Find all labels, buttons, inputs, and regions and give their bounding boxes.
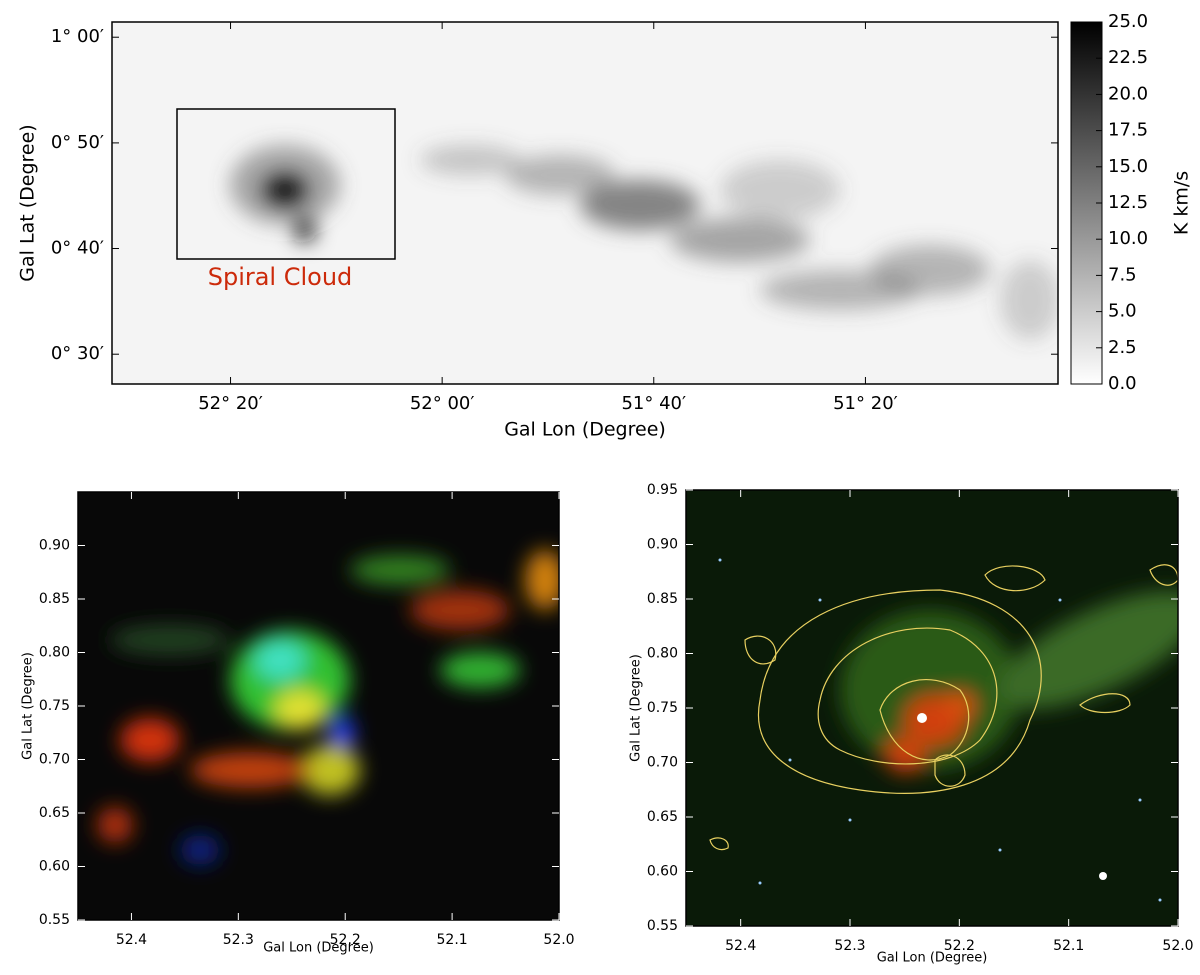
y-axis-label: Gal Lat (Degree)	[21, 652, 36, 760]
colorbar-tick-label: 2.5	[1108, 337, 1137, 358]
rgb-image	[78, 492, 559, 920]
colorbar-label: K km/s	[1171, 171, 1193, 235]
y-tick-label: 1° 00′	[51, 26, 104, 47]
y-tick-label: 0.90	[39, 538, 70, 554]
colorbar-tick-label: 17.5	[1108, 120, 1148, 141]
y-tick-label: 0.80	[39, 645, 70, 661]
x-tick-label: 51° 40′	[621, 393, 686, 414]
colorbar-tick-label: 10.0	[1108, 228, 1148, 249]
y-axis-label: Gal Lat (Degree)	[17, 124, 39, 281]
x-tick-label: 52.4	[116, 932, 147, 948]
x-tick-label: 52° 00′	[410, 393, 475, 414]
x-tick-label: 52.2	[944, 938, 975, 954]
x-axis-label: Gal Lon (Degree)	[263, 941, 374, 956]
y-tick-label: 0.90	[647, 537, 678, 553]
y-tick-label: 0° 50′	[51, 132, 104, 153]
x-tick-label: 52.2	[330, 932, 361, 948]
y-tick-label: 0.75	[647, 700, 678, 716]
y-tick-label: 0.55	[39, 912, 70, 928]
y-tick-label: 0.75	[39, 698, 70, 714]
y-tick-label: 0.85	[647, 591, 678, 607]
colorbar-tick-label: 20.0	[1108, 83, 1148, 104]
x-axis-label: Gal Lon (Degree)	[504, 419, 666, 441]
y-tick-label: 0° 40′	[51, 238, 104, 259]
x-tick-label: 52.0	[1162, 938, 1193, 954]
y-tick-label: 0.85	[39, 591, 70, 607]
x-tick-label: 52.1	[1053, 938, 1084, 954]
y-tick-label: 0.95	[647, 482, 678, 498]
colorbar-tick-label: 12.5	[1108, 192, 1148, 213]
x-tick-label: 52.3	[223, 932, 254, 948]
colorbar-tick-label: 25.0	[1108, 11, 1148, 32]
x-tick-label: 51° 20′	[833, 393, 898, 414]
colorbar-tick-label: 7.5	[1108, 264, 1137, 285]
x-tick-label: 52.3	[834, 938, 865, 954]
y-tick-label: 0° 30′	[51, 343, 104, 364]
overlay-image	[686, 490, 1178, 926]
y-axis-label: Gal Lat (Degree)	[629, 654, 644, 762]
y-tick-label: 0.60	[647, 864, 678, 880]
y-tick-label: 0.65	[39, 805, 70, 821]
colorbar-tick-label: 15.0	[1108, 156, 1148, 177]
y-tick-label: 0.80	[647, 646, 678, 662]
y-tick-label: 0.65	[647, 809, 678, 825]
colorbar-tick-label: 0.0	[1108, 373, 1137, 394]
co-map-image	[112, 22, 1058, 384]
x-axis-label: Gal Lon (Degree)	[877, 951, 988, 966]
x-tick-label: 52.4	[725, 938, 756, 954]
y-tick-label: 0.60	[39, 859, 70, 875]
y-tick-label: 0.70	[647, 755, 678, 771]
x-tick-label: 52.1	[437, 932, 468, 948]
colorbar-tick-label: 22.5	[1108, 47, 1148, 68]
y-tick-label: 0.55	[647, 918, 678, 934]
y-tick-label: 0.70	[39, 752, 70, 768]
x-tick-label: 52° 20′	[198, 393, 263, 414]
plot-frame	[111, 21, 1059, 385]
colorbar-tick-label: 5.0	[1108, 301, 1137, 322]
annotation: Spiral Cloud	[208, 263, 353, 291]
x-tick-label: 52.0	[543, 932, 574, 948]
